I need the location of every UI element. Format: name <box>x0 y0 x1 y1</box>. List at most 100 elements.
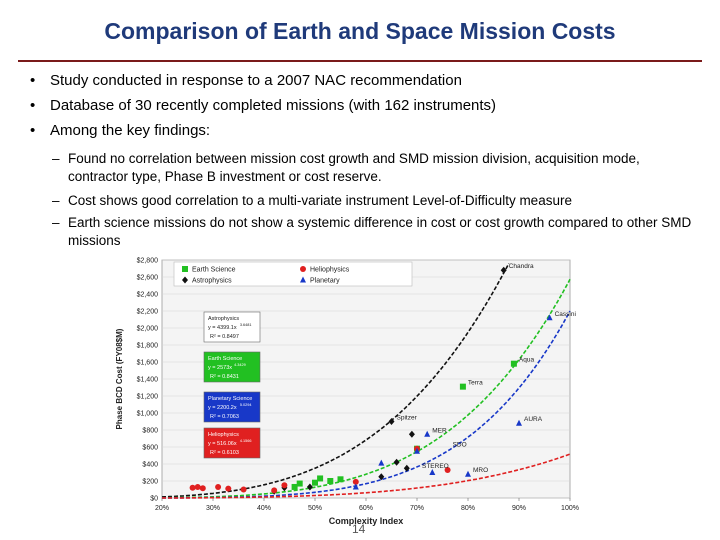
astrophysics-point <box>393 458 400 466</box>
y-tick-label: $1,600 <box>137 360 159 367</box>
heliophysics-point <box>352 478 359 485</box>
equation-box-exponent: 4.3429 <box>234 363 246 367</box>
heliophysics-point <box>225 485 232 492</box>
planetary-point <box>516 419 522 426</box>
mission-label: MRO <box>473 467 488 474</box>
y-tick-label: $1,000 <box>137 411 159 418</box>
mission-label: Aqua <box>519 357 535 364</box>
cost-vs-complexity-chart: $0 $200 $400 $600 $800 $1,000 $1,200 $1,400 $1,6… <box>115 258 579 527</box>
x-tick-label: 20% <box>155 505 169 512</box>
mission-label: Cassini <box>555 311 576 318</box>
heliophysics-point <box>194 483 201 490</box>
heliophysics-point <box>281 482 288 489</box>
equation-box-exponent: 5.0294 <box>240 403 252 407</box>
legend-label: Heliophysics <box>310 267 350 274</box>
heliophysics-point <box>444 466 451 473</box>
equation-box-title: Astrophysics <box>208 316 239 322</box>
trend-line-earth-science <box>162 278 571 499</box>
y-tick-label: $2,000 <box>137 326 159 333</box>
chart-legend: Earth Science Astrophysics Heliophysics Pla… <box>173 261 413 287</box>
earth-science-point <box>510 360 517 367</box>
equation-box-earth-science: Earth Science y = 2573x 4.3429 R² = 0.8431 <box>203 351 261 383</box>
astrophysics-point <box>500 266 507 274</box>
equation-box-formula: y = 2573x <box>208 365 232 371</box>
y-tick-label: $600 <box>142 445 158 452</box>
title-divider <box>18 60 702 62</box>
sub-bullet-text: Cost shows good correlation to a multi-v… <box>68 193 572 208</box>
legend-astrophysics-point <box>182 276 188 284</box>
slide-number: 14 <box>352 522 366 536</box>
y-tick-label: $2,200 <box>137 309 159 316</box>
equation-box-r2: R² = 0.6103 <box>210 450 239 456</box>
sub-bullet-marker: – <box>52 193 60 208</box>
slide-title: Comparison of Earth and Space Mission Co… <box>104 18 616 44</box>
equation-box-exponent: 4.1566 <box>240 439 252 443</box>
legend-label: Planetary <box>310 278 340 285</box>
x-tick-label: 90% <box>512 505 526 512</box>
earth-science-point <box>317 475 324 482</box>
equation-box-formula: y = 516.06x <box>208 441 237 447</box>
heliophysics-point <box>215 483 222 490</box>
legend-planetary-point <box>300 276 306 283</box>
equation-box-bg <box>203 351 261 383</box>
planetary-point <box>352 483 359 490</box>
mission-label: AURA <box>524 416 543 423</box>
earth-science-point <box>327 478 334 484</box>
earth-science-point <box>459 383 466 390</box>
y-tick-label: $200 <box>142 479 158 486</box>
bullet-text: Study conducted in response to a 2007 NA… <box>50 72 462 89</box>
y-tick-label: $2,800 <box>137 258 159 265</box>
y-tick-label: $400 <box>142 462 158 469</box>
legend-box <box>173 261 413 287</box>
y-tick-label: $800 <box>142 428 158 435</box>
legend-label: Astrophysics <box>192 278 232 285</box>
planetary-point <box>378 459 385 466</box>
y-tick-label: $2,600 <box>137 275 159 282</box>
equation-box-heliophysics: Heliophysics y = 516.06x 4.1566 R² = 0.6103 <box>203 427 261 459</box>
astrophysics-point <box>388 418 395 425</box>
y-tick-label: $2,400 <box>137 292 159 299</box>
equation-box-exponent: 3.6481 <box>240 323 252 327</box>
earth-science-point <box>296 480 303 487</box>
y-tick-label: $1,800 <box>137 343 159 350</box>
equation-box-title: Earth Science <box>208 356 242 362</box>
equation-box-bg <box>203 391 261 423</box>
planetary-point <box>429 469 436 475</box>
y-tick-label: $0 <box>150 496 158 503</box>
heliophysics-point <box>240 486 247 493</box>
x-tick-label: 100% <box>561 505 579 512</box>
x-tick-label: 70% <box>410 505 424 512</box>
x-tick-label: 40% <box>257 505 271 512</box>
astrophysics-point <box>403 464 410 472</box>
sub-bullet-marker: – <box>52 151 60 166</box>
legend-heliophysics-point <box>300 266 306 272</box>
equation-box-formula: y = 4399.1x <box>208 325 237 331</box>
planetary-point <box>546 314 553 321</box>
mission-label: SDO <box>453 442 467 449</box>
equation-box-r2: R² = 0.8431 <box>210 374 239 380</box>
x-axis-label: Complexity Index <box>329 516 404 526</box>
astrophysics-point <box>306 483 313 491</box>
mission-label: Chandra <box>509 263 534 270</box>
equation-box-bg <box>203 311 261 343</box>
equation-box-title: Heliophysics <box>208 432 239 438</box>
bullet-marker: • <box>30 72 36 89</box>
x-tick-label: 50% <box>308 505 322 512</box>
y-axis-label: Phase BCD Cost (FY08$M) <box>115 328 124 429</box>
astrophysics-point <box>408 430 415 438</box>
planetary-point <box>465 470 471 477</box>
planetary-point <box>414 447 420 454</box>
heliophysics-point <box>189 484 196 491</box>
y-tick-label: $1,200 <box>137 394 159 401</box>
sub-bullet-text: Earth science missions do not show a sys… <box>68 215 692 248</box>
sub-bullet-text: Found no correlation between mission cos… <box>68 151 640 184</box>
bullet-marker: • <box>30 122 36 139</box>
y-tick-label: $1,400 <box>137 377 159 384</box>
mission-label: Spitzer <box>397 415 418 422</box>
bullet-text: Among the key findings: <box>50 122 211 139</box>
sub-bullet-marker: – <box>52 215 60 230</box>
earth-science-point <box>291 483 298 490</box>
mission-label: Terra <box>468 380 483 387</box>
bullet-marker: • <box>30 97 36 114</box>
equation-box-astrophysics: Astrophysics y = 4399.1x 3.6481 R² = 0.8497 <box>203 311 261 343</box>
